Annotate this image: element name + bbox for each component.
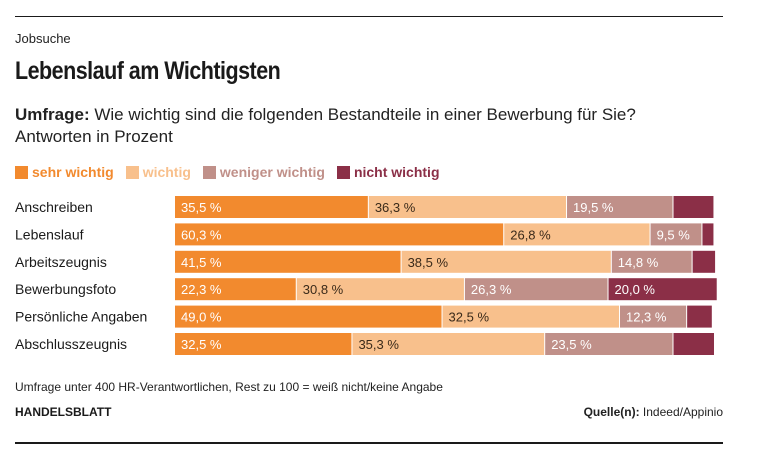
- legend-swatch: [15, 165, 28, 179]
- data-label: 32,5 %: [449, 310, 490, 325]
- bar-segment: [567, 196, 673, 218]
- legend-item: sehr wichtig: [15, 164, 114, 180]
- bar-segment: [619, 305, 687, 328]
- top-rule: [15, 16, 723, 17]
- data-label: 35,3 %: [358, 337, 399, 352]
- data-label: 38,5 %: [408, 255, 449, 270]
- category-label: Anschreiben: [15, 199, 93, 215]
- bar-segment: [175, 196, 368, 218]
- legend-label: sehr wichtig: [32, 164, 114, 180]
- publisher-brand: HANDELSBLATT: [15, 405, 112, 419]
- data-label: 9,5 %: [657, 227, 691, 242]
- bar-segment: [175, 250, 401, 273]
- bar-segment: [611, 250, 692, 273]
- bar-segment: [692, 250, 716, 273]
- bar-segment: [175, 305, 442, 328]
- bar-segment: [175, 333, 352, 355]
- category-label: Persönliche Angaben: [15, 309, 147, 325]
- bar-segment: [608, 278, 717, 301]
- bottom-rule: [15, 442, 723, 444]
- legend-label: nicht wichtig: [353, 164, 440, 180]
- data-label: 26,8 %: [510, 227, 551, 242]
- footnote: Umfrage unter 400 HR-Verantwortlichen, R…: [15, 380, 443, 394]
- legend-swatch: [336, 165, 350, 179]
- legend-swatch: [202, 165, 216, 179]
- bar-segment: [352, 333, 545, 355]
- chart-title: Lebenslauf am Wichtigsten: [15, 57, 281, 85]
- data-label: 26,3 %: [471, 282, 512, 297]
- category-label: Abschlusszeugnis: [15, 336, 127, 352]
- bar-segment: [545, 333, 673, 355]
- legend: sehr wichtig wichtig weniger wichtig nicht …: [15, 163, 452, 181]
- legend-label: weniger wichtig: [219, 164, 325, 180]
- data-label: 41,5 %: [181, 255, 222, 270]
- data-label: 12,3 %: [626, 310, 667, 325]
- source-label: Quelle(n):: [583, 405, 640, 419]
- category-label: Arbeitszeugnis: [15, 254, 107, 270]
- data-label: 30,8 %: [303, 282, 344, 297]
- legend-item: wichtig: [125, 164, 191, 180]
- bar-segment: [504, 223, 650, 246]
- subtitle-question: Wie wichtig sind die folgenden Bestandte…: [89, 105, 636, 124]
- bar-segment: [442, 305, 619, 328]
- bar-segment: [175, 223, 504, 246]
- subtitle-unit: Antworten in Prozent: [15, 127, 173, 146]
- legend-item: weniger wichtig: [202, 164, 325, 180]
- bar-segment: [650, 223, 702, 246]
- data-label: 20,0 %: [615, 282, 656, 297]
- category-label: Lebenslauf: [15, 226, 84, 242]
- bar-segment: [296, 278, 464, 301]
- bar-segment: [673, 333, 714, 355]
- bar-segment: [368, 196, 567, 218]
- data-label: 19,5 %: [573, 200, 614, 215]
- bar-segment: [687, 305, 712, 328]
- kicker: Jobsuche: [15, 31, 71, 46]
- legend-swatch: [125, 165, 139, 179]
- source-value: Indeed/Appinio: [639, 405, 723, 419]
- legend-item: nicht wichtig: [336, 164, 440, 180]
- source-credit: Quelle(n): Indeed/Appinio: [584, 405, 723, 419]
- data-label: 49,0 %: [181, 310, 222, 325]
- category-label: Bewerbungsfoto: [15, 281, 116, 297]
- data-label: 36,3 %: [375, 200, 416, 215]
- data-label: 35,5 %: [181, 200, 222, 215]
- bar-segment: [702, 223, 714, 246]
- data-label: 14,8 %: [618, 255, 659, 270]
- data-label: 60,3 %: [181, 227, 222, 242]
- data-label: 32,5 %: [181, 337, 222, 352]
- bar-segment: [401, 250, 611, 273]
- chart-subtitle: Umfrage: Wie wichtig sind die folgenden …: [15, 104, 715, 148]
- legend-label: wichtig: [142, 164, 191, 180]
- subtitle-prefix: Umfrage:: [15, 105, 90, 124]
- data-label: 22,3 %: [181, 282, 222, 297]
- bar-segment: [673, 196, 714, 218]
- bar-segment: [464, 278, 608, 301]
- data-label: 23,5 %: [551, 337, 592, 352]
- bar-segment: [175, 278, 296, 301]
